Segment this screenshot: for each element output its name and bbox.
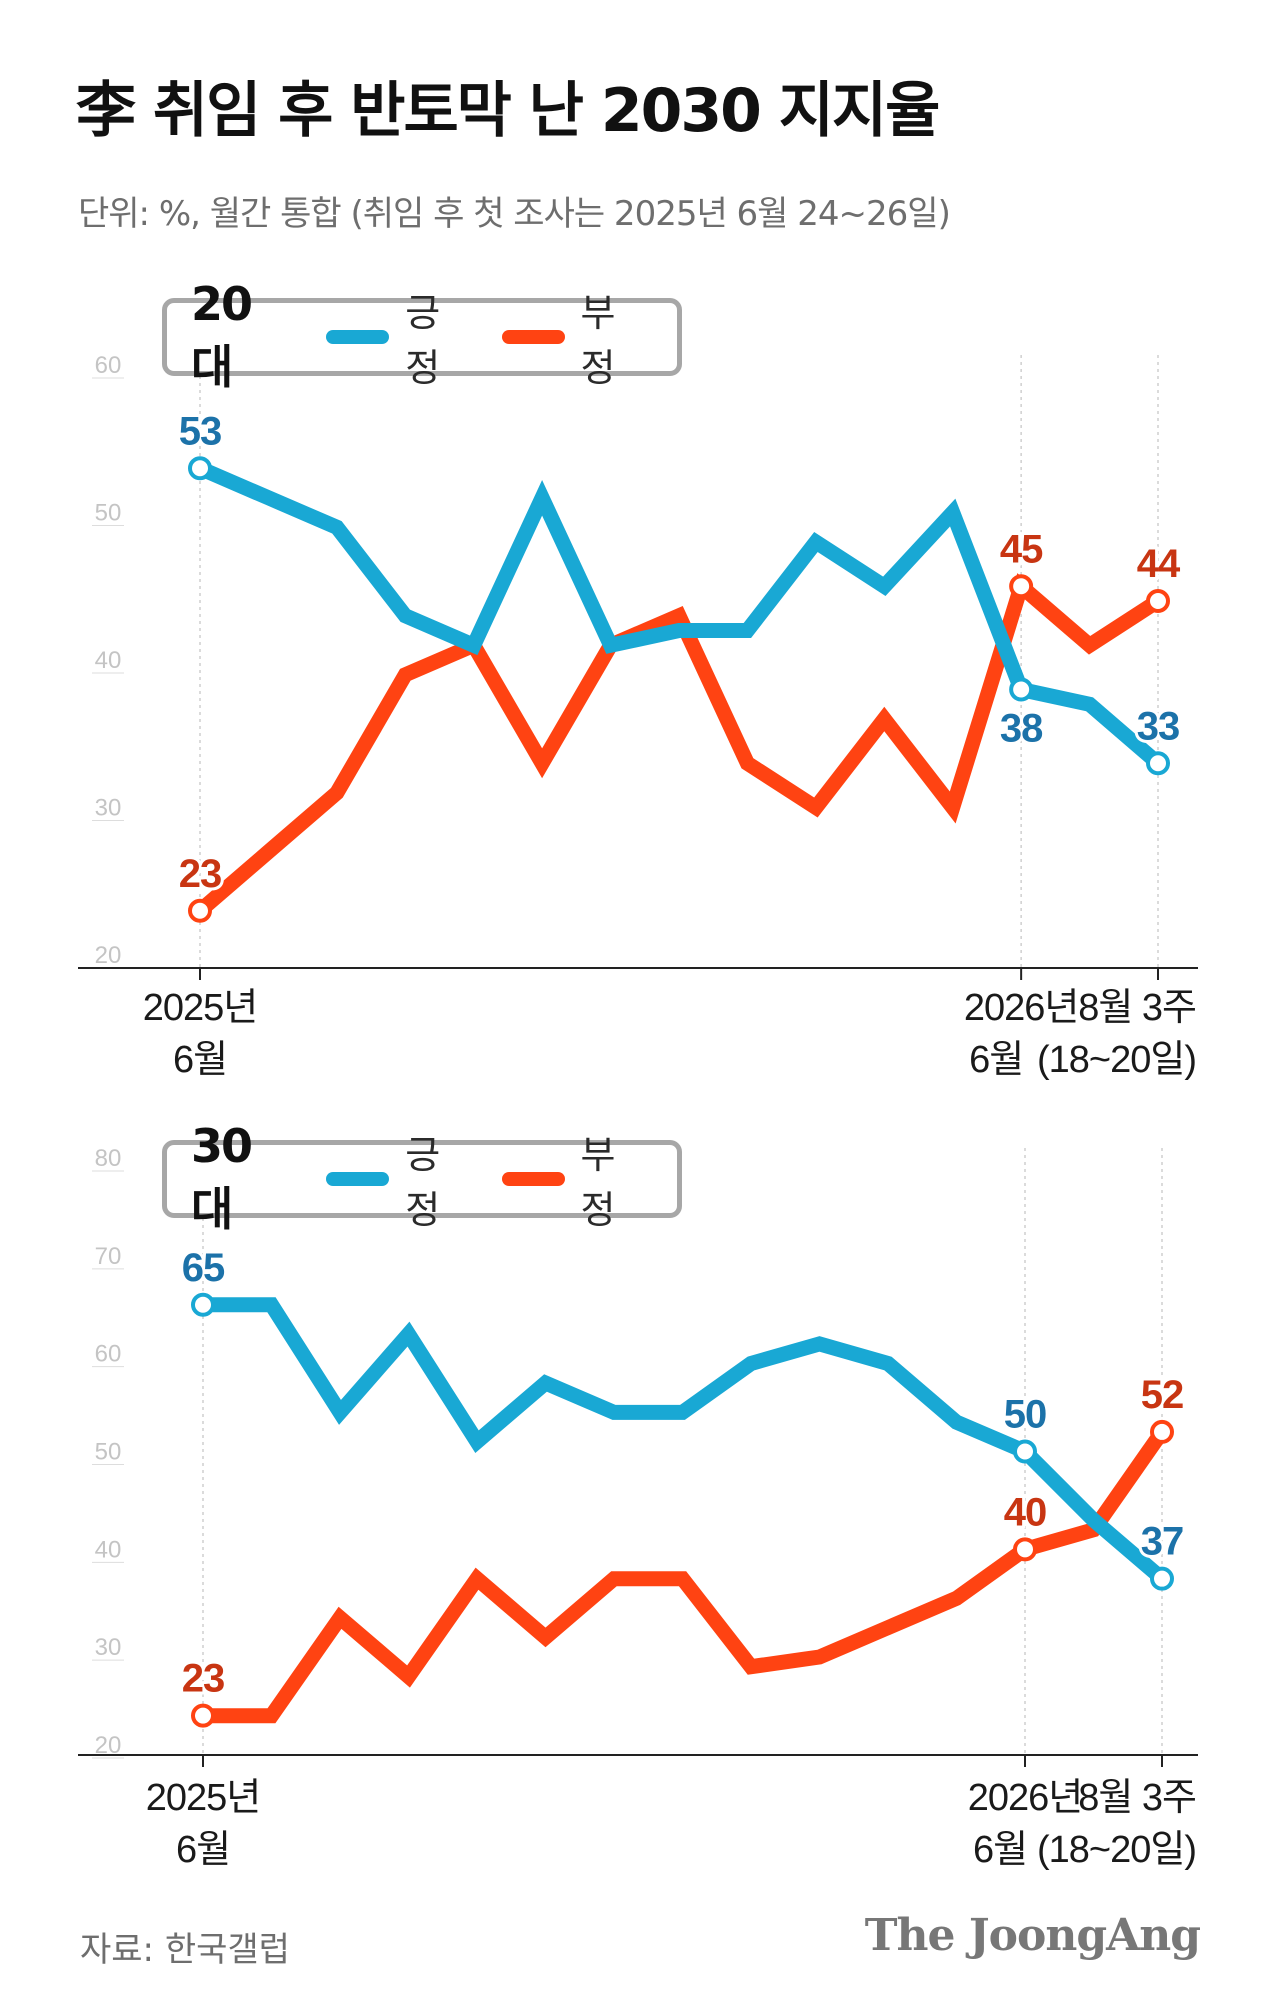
- positive-data-label: 53: [179, 409, 222, 453]
- x-axis-label: 2026년: [968, 1777, 1083, 1819]
- negative-data-label: 44: [1137, 542, 1181, 586]
- y-tick-label: 20: [95, 942, 122, 969]
- negative-point-marker: [188, 898, 212, 923]
- negative-series-line: [203, 1427, 1169, 1724]
- legend-group-label: 30대: [191, 1119, 253, 1236]
- legend-30s: 30대 긍정 부정: [162, 1119, 682, 1236]
- legend-20s: 20대 긍정 부정: [162, 277, 682, 394]
- positive-point-marker: [1013, 1439, 1037, 1464]
- y-tick-label: 60: [95, 352, 122, 379]
- x-axis-label: 8월 3주: [1078, 987, 1196, 1029]
- positive-series-line: [203, 1297, 1167, 1585]
- negative-data-label: 52: [1141, 1373, 1184, 1417]
- positive-data-label: 37: [1141, 1520, 1184, 1564]
- positive-point-marker: [1009, 677, 1034, 702]
- negative-point-marker: [1150, 1419, 1174, 1444]
- y-tick-label: 50: [95, 500, 122, 527]
- y-tick-label: 70: [95, 1243, 122, 1270]
- y-tick-label: 50: [95, 1439, 122, 1466]
- chart-title: 李 취임 후 반토막 난 2030 지지율: [76, 76, 940, 146]
- legend-negative-swatch: [501, 330, 565, 344]
- chart-20s: 20 30 40 50 60 53 38 33 23 45 44 2025년 6월 2026년 6월 8월 3…: [78, 352, 1198, 1081]
- positive-series-line: [197, 461, 1163, 769]
- legend-negative-label: 부정: [580, 291, 616, 390]
- negative-data-label: 40: [1004, 1490, 1047, 1534]
- negative-series-line: [195, 573, 1163, 917]
- chart-30s: 203040506070806550372340522025년6월2026년6월…: [78, 1145, 1198, 1871]
- legend-negative-label: 부정: [580, 1133, 616, 1232]
- negative-point-marker: [1013, 1537, 1037, 1562]
- positive-data-label: 65: [182, 1246, 225, 1290]
- negative-data-label: 23: [179, 852, 222, 896]
- positive-data-label: 50: [1004, 1393, 1047, 1437]
- x-axis-label: 6월: [176, 1829, 230, 1871]
- x-axis-label: 2025년: [146, 1777, 261, 1819]
- x-axis-label: 6월: [173, 1039, 227, 1081]
- positive-data-label: 38: [1000, 707, 1043, 751]
- x-axis-label: 6월: [969, 1039, 1023, 1081]
- x-axis-label: (18~20일): [1037, 1829, 1196, 1871]
- y-tick-label: 40: [95, 1536, 122, 1563]
- source-note: 자료: 한국갤럽: [80, 1930, 290, 1970]
- x-axis-label: 6월: [973, 1829, 1027, 1871]
- positive-point-marker: [188, 456, 212, 481]
- positive-point-marker: [1150, 1566, 1174, 1591]
- legend-group-label: 20대: [191, 277, 253, 394]
- x-axis-label: 2025년: [143, 987, 258, 1029]
- publisher-logo: The JoongAng: [864, 1910, 1201, 1961]
- x-axis-label: 2026년: [964, 987, 1079, 1029]
- legend-positive-swatch: [326, 1172, 390, 1186]
- positive-point-marker: [191, 1292, 215, 1317]
- y-tick-label: 30: [95, 1634, 122, 1661]
- legend-negative-swatch: [501, 1172, 565, 1186]
- chart-subtitle: 단위: %, 월간 통합 (취임 후 첫 조사는 2025년 6월 24~26일…: [78, 194, 951, 234]
- y-tick-label: 40: [95, 647, 122, 674]
- negative-data-label: 23: [182, 1657, 225, 1701]
- y-tick-label: 30: [95, 795, 122, 822]
- negative-data-label: 45: [1000, 527, 1043, 571]
- legend-positive-swatch: [326, 330, 390, 344]
- y-tick-label: 60: [95, 1341, 122, 1368]
- legend-positive-label: 긍정: [405, 1133, 441, 1232]
- y-tick-label: 80: [95, 1145, 122, 1172]
- positive-point-marker: [1146, 751, 1170, 776]
- x-axis-label: (18~20일): [1037, 1039, 1196, 1081]
- negative-point-marker: [1146, 589, 1170, 613]
- x-axis-label: 8월 3주: [1078, 1777, 1196, 1819]
- negative-point-marker: [1009, 574, 1034, 599]
- legend-positive-label: 긍정: [405, 291, 441, 390]
- positive-data-label: 33: [1137, 704, 1180, 748]
- negative-point-marker: [191, 1703, 215, 1728]
